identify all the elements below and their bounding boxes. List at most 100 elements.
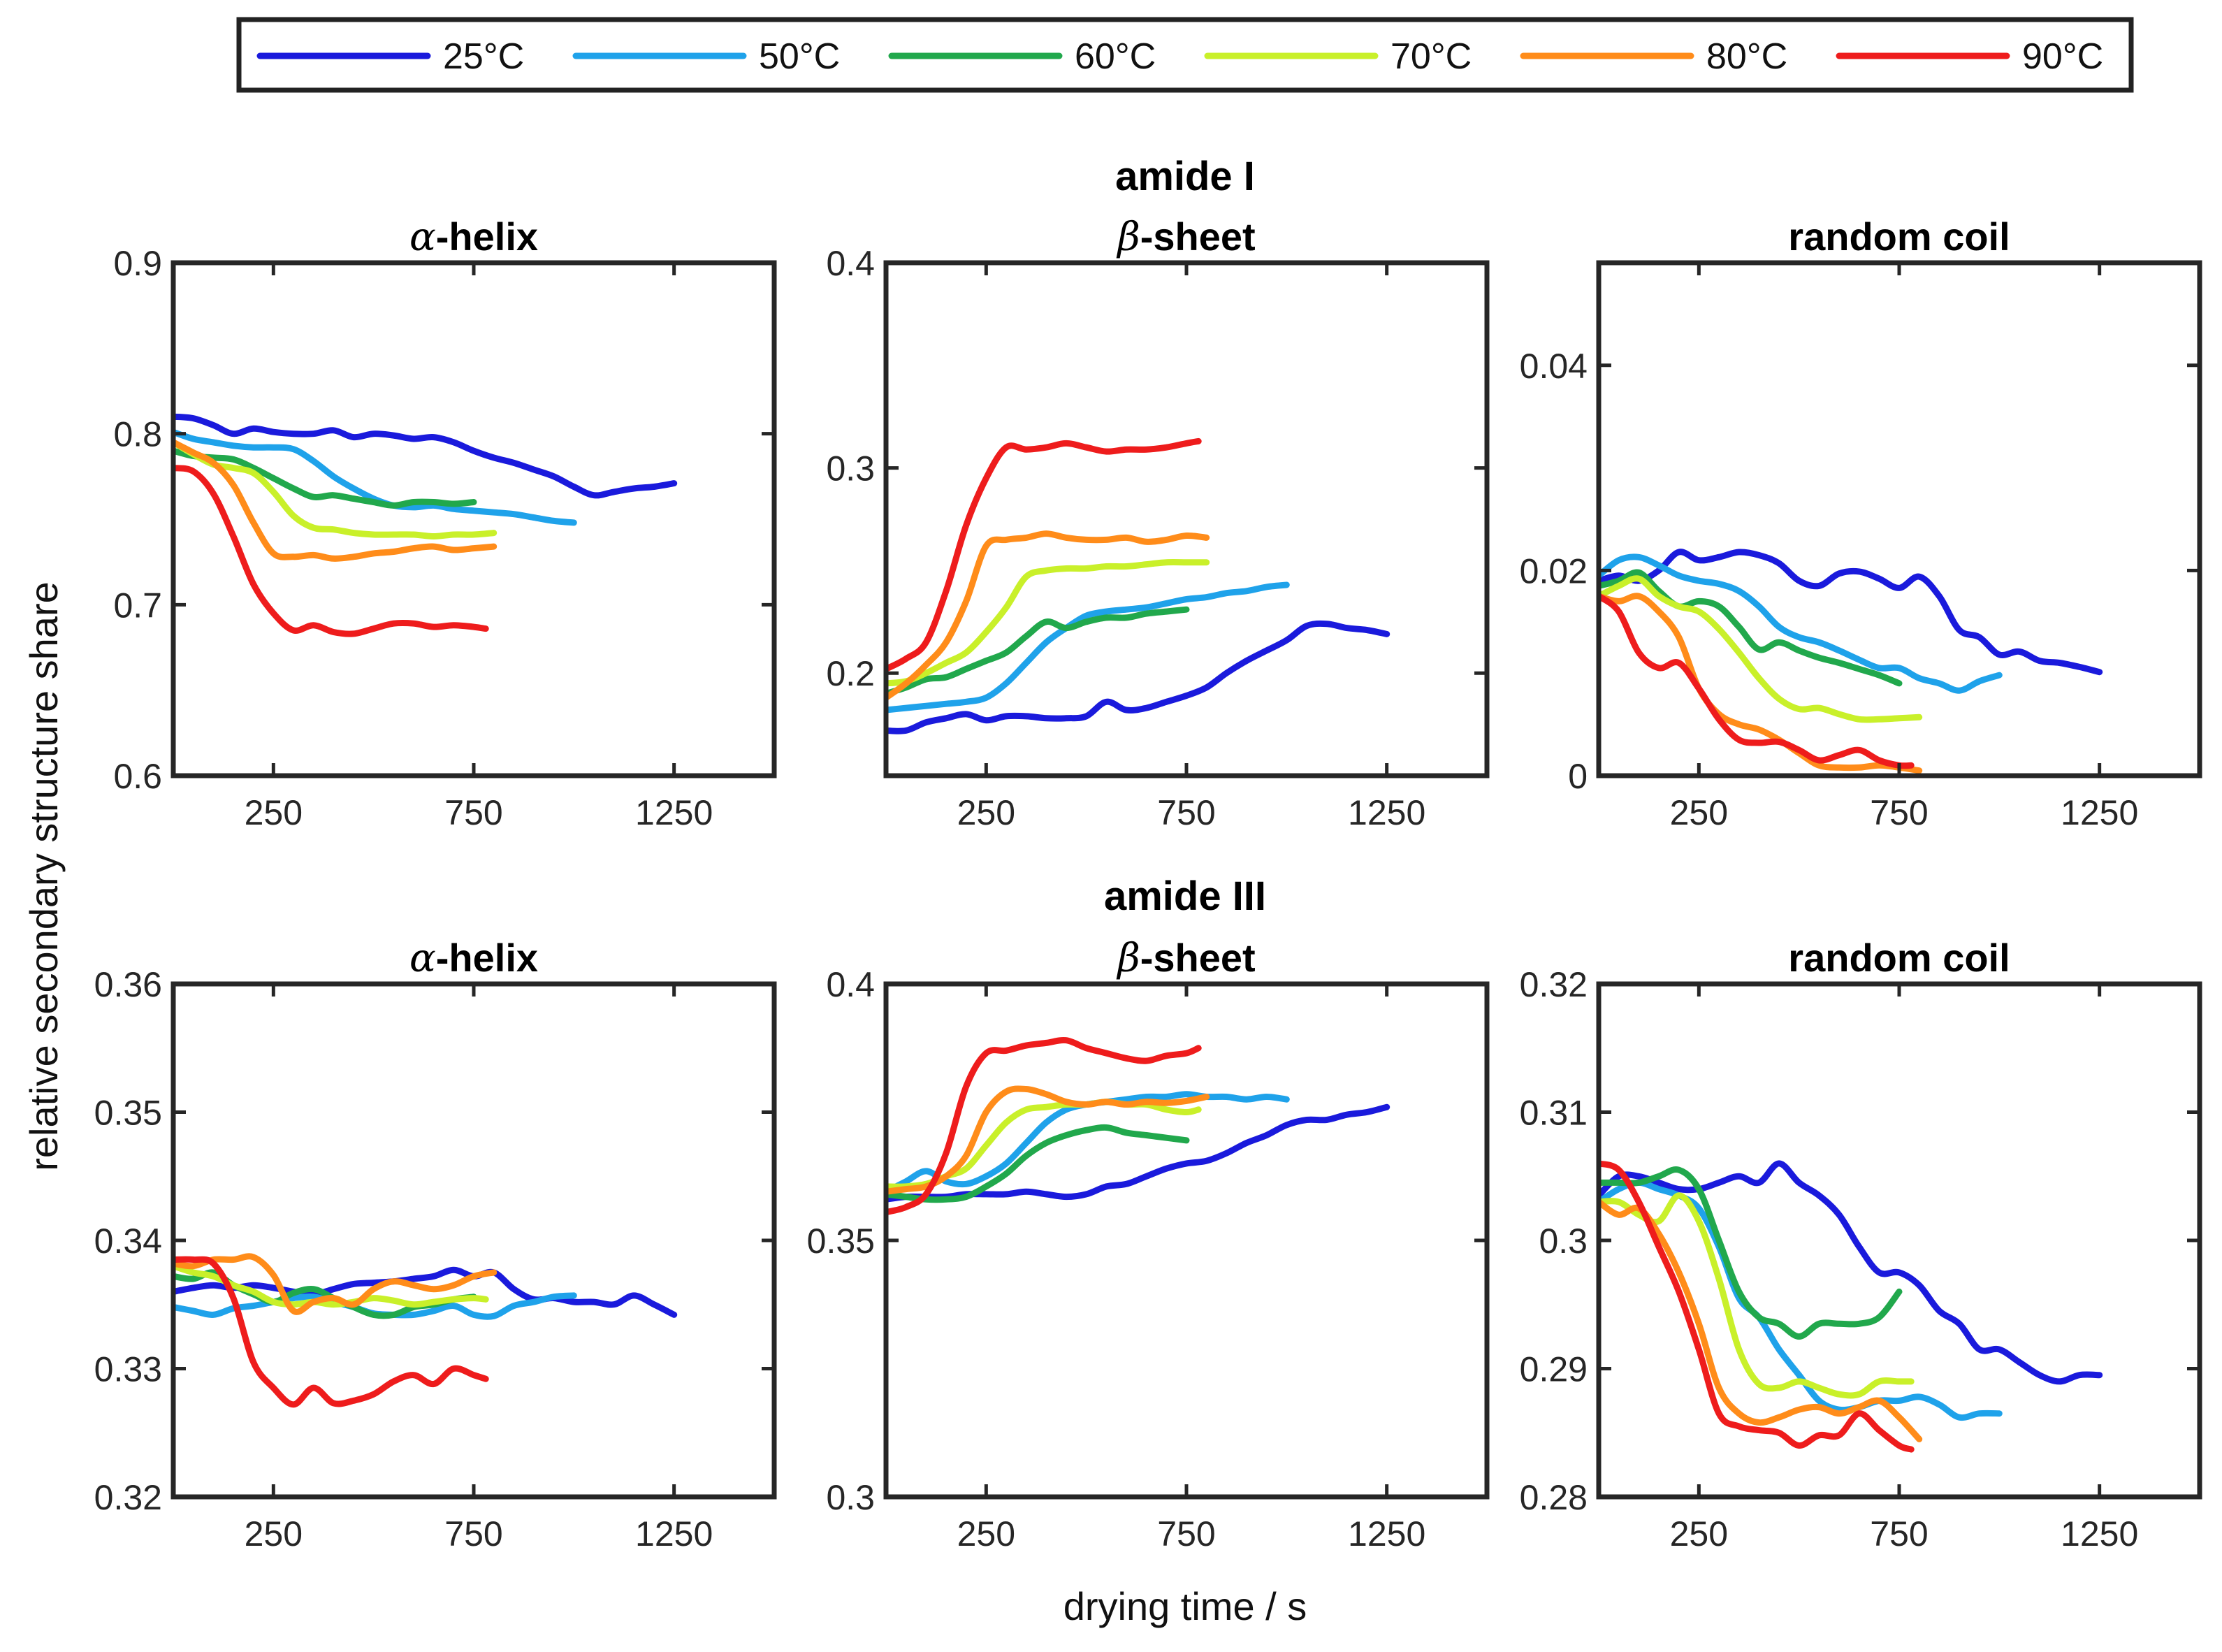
panel-amide-iii-beta-sheet-line-90c [886, 1036, 1202, 1216]
panel-amide-i-beta-sheet-title-greek: β [1116, 215, 1140, 260]
group-title-amide-iii: amide III [1104, 874, 1266, 919]
panel-amide-iii-beta-sheet-ytick-label: 0.35 [807, 1222, 875, 1261]
panel-amide-iii-random-coil-ytick-label: 0.31 [1520, 1094, 1588, 1133]
x-axis-label: drying time / s [1063, 1584, 1307, 1628]
panel-amide-i-random-coil-line-60c [1599, 569, 1903, 687]
panel-amide-iii-random-coil-ytick-label: 0.32 [1520, 965, 1588, 1004]
panel-amide-iii-alpha-helix-ytick-label: 0.33 [94, 1350, 162, 1389]
panel-amide-iii-alpha-helix-xtick-label: 750 [444, 1514, 502, 1553]
panel-amide-i-random-coil-xtick-label: 750 [1870, 793, 1928, 832]
panel-amide-i-beta-sheet-line-70c [886, 558, 1210, 687]
panel-amide-i-random-coil-title: random coil [1788, 215, 2010, 259]
panel-amide-i-random-coil-series [1599, 549, 2103, 774]
panel-amide-i-beta-sheet-series [886, 437, 1390, 734]
panel-amide-iii-alpha-helix: 250 750 1250 0.32 0.33 0.34 0.35 0.36 α-helix [94, 936, 777, 1553]
panel-amide-i-random-coil-ytick-label: 0.02 [1520, 551, 1588, 590]
panel-amide-i-alpha-helix-frame [170, 260, 777, 778]
panel-amide-iii-beta-sheet-title-text: -sheet [1140, 936, 1256, 980]
panel-amide-i-alpha-helix: 250 750 1250 0.6 0.7 0.8 0.9 α-helix [113, 215, 777, 832]
panel-amide-i-random-coil-line-80c [1599, 593, 1923, 774]
panel-amide-i-alpha-helix-title-greek: α [409, 215, 436, 260]
y-axis-label: relative secondary structure share [22, 581, 66, 1171]
panel-amide-i-alpha-helix-line-80c [173, 439, 498, 562]
panel-amide-i-alpha-helix-ytick-label: 0.8 [113, 415, 162, 454]
panel-amide-i-alpha-helix-xtick-label: 250 [245, 793, 303, 832]
panel-amide-iii-alpha-helix-title: α-helix [409, 936, 538, 981]
panel-amide-i-random-coil-xtick-label: 1250 [2061, 793, 2138, 832]
panel-amide-i-alpha-helix-line-50c [173, 428, 577, 526]
panel-amide-iii-alpha-helix-xtick-label: 250 [245, 1514, 303, 1553]
panel-amide-iii-beta-sheet-line-80c [886, 1085, 1210, 1195]
panel-amide-i-alpha-helix-line-90c [173, 465, 489, 637]
panel-amide-iii-alpha-helix-xtick-label: 1250 [635, 1514, 713, 1553]
panel-amide-iii-beta-sheet: 250 750 1250 0.3 0.35 0.4 β-sheet [807, 936, 1490, 1553]
panel-amide-i-beta-sheet-xtick-label: 750 [1157, 793, 1215, 832]
legend: 25°C 50°C 60°C 70°C 80°C 90°C [236, 17, 2134, 93]
panel-amide-iii-random-coil-ytick-label: 0.3 [1539, 1222, 1588, 1261]
legend-label-50c: 50°C [759, 36, 840, 77]
panel-amide-iii-random-coil-line-70c [1599, 1192, 1915, 1399]
panel-amide-i-beta-sheet-line-25c [886, 620, 1390, 734]
panel-amide-iii-beta-sheet-ytick-label: 0.3 [826, 1478, 875, 1517]
panel-amide-iii-random-coil-xtick-label: 1250 [2061, 1514, 2138, 1553]
panel-amide-i-random-coil-line-90c [1599, 593, 1915, 769]
panel-amide-iii-random-coil-line-25c [1599, 1160, 2103, 1385]
panel-amide-i-random-coil-line-50c [1599, 553, 2003, 694]
panel-amide-iii-random-coil-ytick-label: 0.28 [1520, 1478, 1588, 1517]
panel-amide-i-beta-sheet-xtick-label: 1250 [1348, 793, 1425, 832]
panel-amide-i-beta-sheet: 250 750 1250 0.2 0.3 0.4 β-sheet [826, 215, 1490, 832]
panel-amide-i-random-coil-title-text: random coil [1788, 215, 2010, 259]
panel-amide-iii-alpha-helix-series [173, 1253, 678, 1408]
panel-amide-iii-random-coil-xtick-label: 250 [1670, 1514, 1728, 1553]
panel-amide-i-beta-sheet-line-80c [886, 530, 1210, 701]
panel-amide-i-beta-sheet-ytick-label: 0.3 [826, 449, 875, 488]
legend-label-25c: 25°C [443, 36, 524, 77]
panel-amide-iii-random-coil-xtick-label: 750 [1870, 1514, 1928, 1553]
panel-amide-i-alpha-helix-xtick-label: 1250 [635, 793, 713, 832]
legend-label-60c: 60°C [1075, 36, 1156, 77]
panel-amide-i-alpha-helix-line-60c [173, 447, 477, 509]
panel-amide-i-beta-sheet-ytick-label: 0.2 [826, 654, 875, 693]
panel-amide-i-random-coil-line-25c [1599, 549, 2103, 676]
panel-amide-i-random-coil: 250 750 1250 0 0.02 0.04 random coil [1520, 215, 2202, 832]
panel-amide-i-alpha-helix-title-text: -helix [436, 215, 538, 259]
panel-amide-i-beta-sheet-line-90c [886, 437, 1202, 672]
panel-amide-i-alpha-helix-line-70c [173, 439, 498, 539]
panel-amide-i-random-coil-ytick-label: 0.04 [1520, 347, 1588, 386]
panel-amide-iii-alpha-helix-ytick-label: 0.36 [94, 965, 162, 1004]
legend-label-70c: 70°C [1390, 36, 1472, 77]
panel-amide-iii-random-coil-ytick-label: 0.29 [1520, 1350, 1588, 1389]
legend-box [236, 17, 2134, 93]
panel-amide-i-beta-sheet-xtick-label: 250 [957, 793, 1015, 832]
group-title-amide-i: amide I [1115, 154, 1255, 199]
panel-amide-iii-beta-sheet-title-greek: β [1116, 936, 1140, 981]
panel-amide-iii-beta-sheet-xtick-label: 250 [957, 1514, 1015, 1553]
panel-amide-i-random-coil-xtick-label: 250 [1670, 793, 1728, 832]
panel-amide-iii-beta-sheet-xtick-label: 1250 [1348, 1514, 1425, 1553]
legend-label-90c: 90°C [2022, 36, 2103, 77]
panel-amide-iii-alpha-helix-ytick-label: 0.34 [94, 1222, 162, 1261]
panel-amide-iii-random-coil-line-80c [1599, 1198, 1923, 1442]
legend-label-80c: 80°C [1706, 36, 1787, 77]
panel-amide-i-beta-sheet-line-60c [886, 606, 1190, 697]
panel-amide-iii-beta-sheet-ytick-label: 0.4 [826, 965, 875, 1004]
panel-amide-iii-alpha-helix-ytick-label: 0.32 [94, 1478, 162, 1517]
panel-amide-i-alpha-helix-series [173, 413, 678, 637]
panel-amide-iii-beta-sheet-series [886, 1036, 1390, 1216]
panel-amide-i-beta-sheet-ytick-label: 0.4 [826, 244, 875, 283]
legend-entries: 25°C 50°C 60°C 70°C 80°C 90°C [256, 36, 2103, 77]
panel-amide-iii-alpha-helix-line-90c [173, 1256, 489, 1408]
panel-amide-i-alpha-helix-ytick-label: 0.7 [113, 586, 162, 625]
panel-amide-iii-random-coil-line-50c [1599, 1179, 2003, 1421]
panel-amide-iii-alpha-helix-title-greek: α [409, 936, 436, 981]
panel-amide-iii-random-coil-line-60c [1599, 1166, 1903, 1340]
panel-amide-iii-random-coil: 250 750 1250 0.28 0.29 0.3 0.31 0.32 random coil [1520, 936, 2202, 1553]
panel-amide-i-beta-sheet-line-50c [886, 581, 1290, 713]
panel-amide-iii-beta-sheet-line-60c [886, 1124, 1190, 1203]
panel-amide-iii-alpha-helix-ytick-label: 0.35 [94, 1094, 162, 1133]
panel-amide-iii-random-coil-title: random coil [1788, 936, 2010, 980]
panel-amide-iii-alpha-helix-frame [170, 981, 777, 1500]
panel-amide-iii-beta-sheet-title: β-sheet [1116, 936, 1255, 981]
panel-amide-i-random-coil-ytick-label: 0 [1568, 757, 1588, 796]
